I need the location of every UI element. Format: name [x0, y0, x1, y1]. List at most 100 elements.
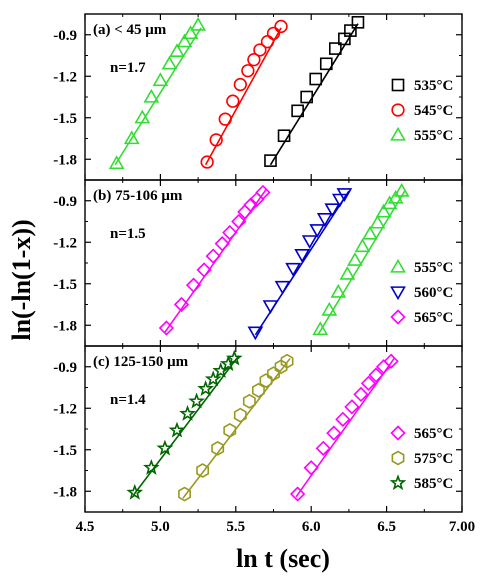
data-point	[158, 320, 175, 336]
data-point	[312, 321, 329, 336]
data-point	[169, 43, 185, 58]
data-point	[331, 193, 348, 208]
data-point	[225, 349, 243, 366]
data-point	[360, 375, 377, 391]
y-tick-label: -0.9	[53, 360, 77, 376]
data-point	[219, 355, 237, 372]
data-point	[336, 188, 353, 202]
y-tick-label: -1.8	[53, 152, 77, 168]
data-point	[368, 367, 384, 383]
panel-1: -0.9 -1.2 -1.5 -1.8 (a) < 45 μm n=1.7 535°C 545…	[53, 13, 463, 181]
y-tick-label: -1.5	[53, 443, 77, 459]
panel-label: (a) < 45 μm	[93, 22, 167, 38]
data-point	[209, 133, 223, 147]
panel-2: -0.9 -1.2 -1.5 -1.8 (b) 75-106 μm n=1.5 555°C 5…	[53, 179, 463, 347]
data-point	[247, 326, 264, 341]
panel-3: -0.9 -1.2 -1.5 -1.8 (c) 125-150 μm n=1.4 565°C…	[53, 345, 463, 513]
data-point	[354, 238, 371, 253]
data-point	[233, 407, 247, 423]
series-555c	[312, 182, 410, 336]
data-point	[309, 224, 326, 238]
data-point	[185, 277, 202, 293]
data-point	[301, 235, 318, 249]
data-point	[353, 386, 369, 403]
data-point	[168, 421, 186, 438]
legend-marker	[390, 309, 406, 325]
data-point	[233, 77, 247, 92]
data-point	[223, 422, 237, 438]
x-tick-label: 4.5	[76, 519, 95, 535]
data-point	[351, 15, 365, 29]
data-point	[393, 182, 410, 197]
legend-label: 545°C	[414, 103, 453, 119]
legend-marker	[391, 103, 405, 117]
data-point	[190, 16, 206, 31]
legend-label: 555°C	[414, 260, 453, 276]
data-point	[319, 57, 333, 71]
n-value-label: n=1.5	[110, 226, 146, 242]
series-585c	[126, 349, 243, 500]
legend-marker	[390, 126, 406, 141]
x-tick-label: 5.0	[151, 519, 170, 535]
data-point	[274, 280, 291, 295]
data-point	[176, 33, 193, 48]
data-point	[291, 104, 304, 118]
data-point	[344, 399, 360, 415]
data-point	[267, 366, 280, 382]
data-point	[294, 249, 311, 263]
data-point	[255, 184, 271, 201]
series-575c	[178, 353, 294, 502]
legend-label: 565°C	[414, 426, 453, 442]
data-point	[196, 463, 210, 478]
panel-frame	[84, 345, 463, 513]
data-point	[344, 24, 357, 37]
fit-line	[204, 27, 282, 166]
legend-marker	[390, 258, 406, 273]
panel-frame	[84, 179, 463, 347]
data-point	[197, 380, 214, 396]
y-tick-label: -1.2	[53, 69, 77, 85]
data-point	[324, 203, 341, 218]
series-565c	[158, 184, 271, 336]
y-tick-label: -0.9	[53, 28, 77, 44]
data-point	[156, 439, 174, 456]
data-point	[182, 25, 199, 40]
data-point	[383, 353, 399, 369]
data-point	[222, 224, 238, 241]
series-535c	[264, 15, 365, 167]
y-tick-label: -1.5	[53, 277, 77, 293]
data-point	[218, 112, 232, 126]
y-tick-label: -1.2	[53, 401, 77, 417]
data-point	[369, 214, 386, 229]
data-point	[123, 130, 140, 145]
y-tick-label: -1.8	[53, 484, 77, 500]
data-point	[226, 94, 240, 108]
legend-label: 560°C	[414, 285, 453, 301]
y-tick-label: -0.9	[53, 194, 77, 210]
data-point	[375, 203, 392, 218]
data-point	[214, 236, 230, 252]
data-point	[274, 19, 288, 34]
data-point	[241, 64, 255, 78]
data-point	[204, 370, 222, 387]
legend-marker	[389, 474, 407, 491]
y-tick-label: -1.2	[53, 235, 77, 251]
data-point	[303, 460, 319, 476]
data-point	[259, 373, 273, 389]
series-565c	[289, 353, 399, 502]
x-tick-label: 6.0	[302, 519, 321, 535]
data-point	[285, 262, 301, 277]
data-point	[205, 248, 221, 264]
data-point	[347, 252, 363, 266]
data-point	[143, 88, 160, 103]
panel-label: (c) 125-150 μm	[93, 354, 189, 370]
data-point	[178, 486, 191, 502]
data-point	[309, 72, 323, 86]
data-point	[387, 189, 404, 204]
data-point	[134, 109, 151, 124]
data-point	[242, 393, 256, 409]
panel-label: (b) 75-106 μm	[93, 188, 183, 204]
fit-line	[132, 355, 240, 496]
legend-marker	[390, 425, 406, 441]
